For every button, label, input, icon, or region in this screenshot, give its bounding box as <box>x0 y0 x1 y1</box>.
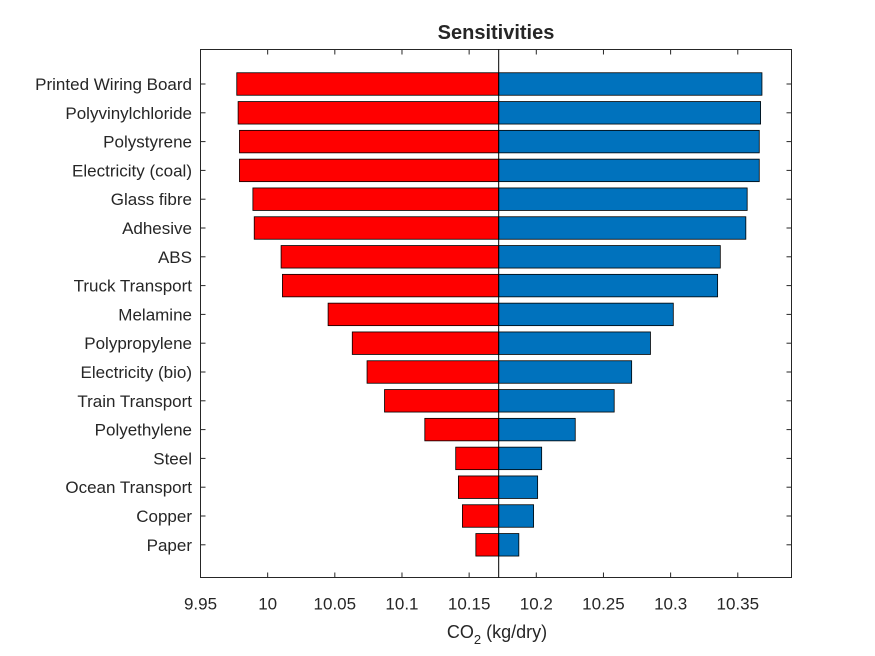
x-tick-label: 9.95 <box>184 595 217 614</box>
category-label: Polyvinylchloride <box>65 104 192 123</box>
bar-low-7 <box>280 245 500 269</box>
bar-high-2 <box>498 101 762 125</box>
category-label: Train Transport <box>77 392 192 411</box>
x-tick-label: 10.25 <box>582 595 625 614</box>
bar-low-2 <box>237 101 500 125</box>
bar-low-6 <box>253 216 500 240</box>
bar-low-12 <box>384 389 500 413</box>
x-axis-label: CO2 (kg/dry) <box>447 622 547 647</box>
bar-low-10 <box>351 331 500 355</box>
category-label: Ocean Transport <box>65 478 192 497</box>
x-tick-label: 10.15 <box>448 595 491 614</box>
category-label: Electricity (coal) <box>72 161 192 180</box>
bar-low-3 <box>239 129 500 154</box>
category-label: Polypropylene <box>84 334 192 353</box>
bar-low-13 <box>424 417 500 442</box>
x-tick-label: 10.2 <box>520 595 553 614</box>
bar-high-8 <box>498 273 719 298</box>
bar-high-1 <box>498 72 763 96</box>
bar-high-17 <box>498 533 520 557</box>
bar-low-11 <box>366 360 500 384</box>
category-label: Copper <box>136 507 192 526</box>
category-label: Truck Transport <box>74 277 193 296</box>
category-labels: Printed Wiring Board Polyvinylchloride Pol… <box>35 75 192 555</box>
category-label: Printed Wiring Board <box>35 75 192 94</box>
bar-high-5 <box>498 187 748 211</box>
bar-high-10 <box>498 331 651 355</box>
bar-high-14 <box>498 446 543 471</box>
x-tick-label: 10.05 <box>314 595 357 614</box>
bar-low-9 <box>327 302 500 327</box>
bar-high-6 <box>498 216 747 240</box>
x-tick-label: 10 <box>258 595 277 614</box>
category-label: Adhesive <box>122 219 192 238</box>
x-tick-label: 10.3 <box>654 595 687 614</box>
bar-high-4 <box>498 158 760 183</box>
bar-high-7 <box>498 245 721 269</box>
bar-high-3 <box>498 129 760 154</box>
category-label: Electricity (bio) <box>81 363 192 382</box>
bars <box>236 72 763 557</box>
category-label: ABS <box>158 248 192 267</box>
bar-low-8 <box>282 273 500 298</box>
bar-low-5 <box>252 187 500 211</box>
bar-high-13 <box>498 417 576 442</box>
bar-low-15 <box>457 475 500 499</box>
chart-title: Sensitivities <box>438 22 555 44</box>
x-tick-labels: 9.95 10 10.05 10.1 10.15 10.2 10.25 10.3 10.35 <box>184 595 759 614</box>
bar-high-9 <box>498 302 674 327</box>
bar-low-14 <box>455 446 500 471</box>
category-label: Glass fibre <box>111 190 192 209</box>
bar-high-11 <box>498 360 633 384</box>
bar-low-16 <box>462 504 500 528</box>
bar-high-15 <box>498 475 539 499</box>
bar-low-17 <box>475 533 500 557</box>
plot-frame <box>200 49 792 578</box>
category-label: Polyethylene <box>95 421 192 440</box>
category-label: Polystyrene <box>103 133 192 152</box>
x-tick-label: 10.1 <box>385 595 418 614</box>
category-label: Steel <box>153 449 192 468</box>
category-label: Melamine <box>118 305 192 324</box>
bar-high-12 <box>498 389 615 413</box>
bar-low-1 <box>236 72 500 96</box>
x-tick-label: 10.35 <box>716 595 759 614</box>
tick-marks <box>200 49 792 578</box>
bar-low-4 <box>239 158 500 183</box>
bar-high-16 <box>498 504 535 528</box>
category-label: Paper <box>147 536 193 555</box>
